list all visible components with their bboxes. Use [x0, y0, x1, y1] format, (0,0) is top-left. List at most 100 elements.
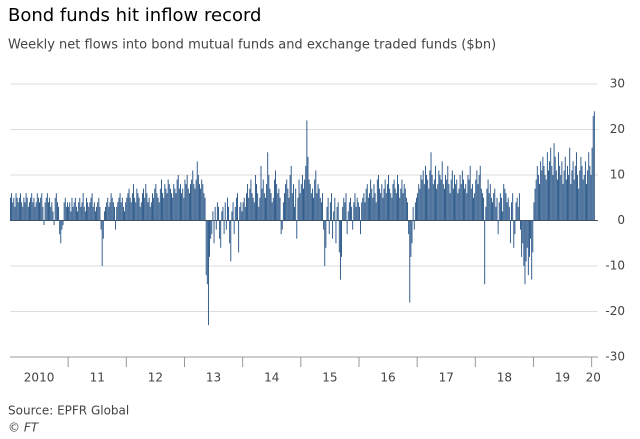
bar — [504, 188, 506, 221]
bar — [72, 206, 74, 221]
bar — [382, 197, 384, 221]
credit: © FT — [8, 421, 40, 435]
bar — [120, 202, 122, 221]
bar — [74, 197, 76, 221]
bar — [155, 184, 157, 221]
bar — [201, 179, 203, 221]
bar — [532, 220, 534, 253]
bar — [192, 170, 194, 221]
bar — [478, 175, 480, 221]
bar — [584, 161, 586, 221]
bar — [290, 165, 292, 221]
bar — [456, 179, 458, 221]
bar — [322, 193, 323, 221]
bar — [36, 193, 38, 221]
bar — [556, 179, 558, 221]
bar — [439, 175, 441, 221]
bar — [589, 165, 591, 221]
bar — [354, 193, 356, 221]
bar — [98, 197, 100, 221]
bar — [101, 220, 103, 266]
bar — [540, 161, 542, 221]
bar — [554, 156, 556, 221]
bar — [129, 197, 131, 221]
x-tick-label: 14 — [264, 371, 279, 385]
bar — [399, 197, 401, 221]
bar — [447, 165, 449, 221]
bar — [43, 220, 45, 226]
bar — [153, 197, 155, 221]
bar — [286, 179, 288, 221]
bar — [24, 202, 26, 221]
bar — [473, 197, 474, 221]
bar — [109, 202, 111, 221]
bar — [181, 193, 183, 221]
bar — [178, 188, 180, 221]
bar — [515, 202, 517, 221]
bar — [65, 206, 67, 221]
bar — [493, 193, 495, 221]
bar — [520, 220, 521, 230]
bar — [121, 197, 123, 221]
bar — [369, 193, 370, 221]
bar — [84, 211, 86, 221]
bar — [105, 206, 106, 221]
bar — [380, 193, 382, 221]
bar — [223, 220, 225, 235]
bar — [214, 206, 216, 221]
bar — [238, 220, 240, 253]
bar — [360, 220, 361, 235]
bar — [188, 193, 190, 221]
bar — [458, 188, 460, 221]
bar — [277, 193, 279, 221]
bar — [535, 179, 537, 221]
bar — [117, 202, 119, 221]
bar — [30, 197, 32, 221]
bar — [506, 202, 508, 221]
bar — [381, 184, 383, 221]
bar — [228, 206, 230, 221]
bar — [128, 188, 130, 221]
bar — [461, 170, 463, 221]
bar — [20, 193, 21, 221]
bar — [70, 211, 72, 221]
bar — [62, 220, 64, 226]
bar — [51, 202, 53, 221]
bar — [143, 188, 145, 221]
bar — [422, 170, 424, 221]
bar — [328, 220, 330, 235]
bar — [89, 202, 91, 221]
bar — [480, 188, 482, 221]
bar — [258, 206, 260, 221]
bar — [475, 179, 477, 221]
bar — [90, 197, 92, 221]
y-tick-label: 0 — [617, 213, 625, 227]
bar — [31, 193, 33, 221]
bar — [42, 206, 44, 221]
bar — [285, 184, 287, 221]
bar — [529, 220, 530, 257]
bar — [32, 202, 34, 221]
bar — [50, 206, 52, 221]
bar — [119, 193, 121, 221]
bar — [17, 202, 19, 221]
bar — [176, 179, 178, 221]
bar — [296, 220, 298, 239]
bar — [549, 161, 551, 221]
bar — [420, 175, 422, 221]
bar — [273, 179, 275, 221]
bar — [161, 179, 162, 221]
bar — [361, 202, 363, 221]
bar — [432, 184, 434, 221]
bar — [413, 220, 415, 230]
bar — [523, 220, 525, 266]
bar — [437, 184, 439, 221]
bar — [261, 188, 263, 221]
bar — [68, 206, 70, 221]
bar — [164, 184, 166, 221]
y-tick-label: -30 — [605, 350, 625, 364]
bar — [257, 193, 259, 221]
bar — [469, 165, 471, 221]
bar — [457, 193, 459, 221]
bar — [199, 184, 200, 221]
